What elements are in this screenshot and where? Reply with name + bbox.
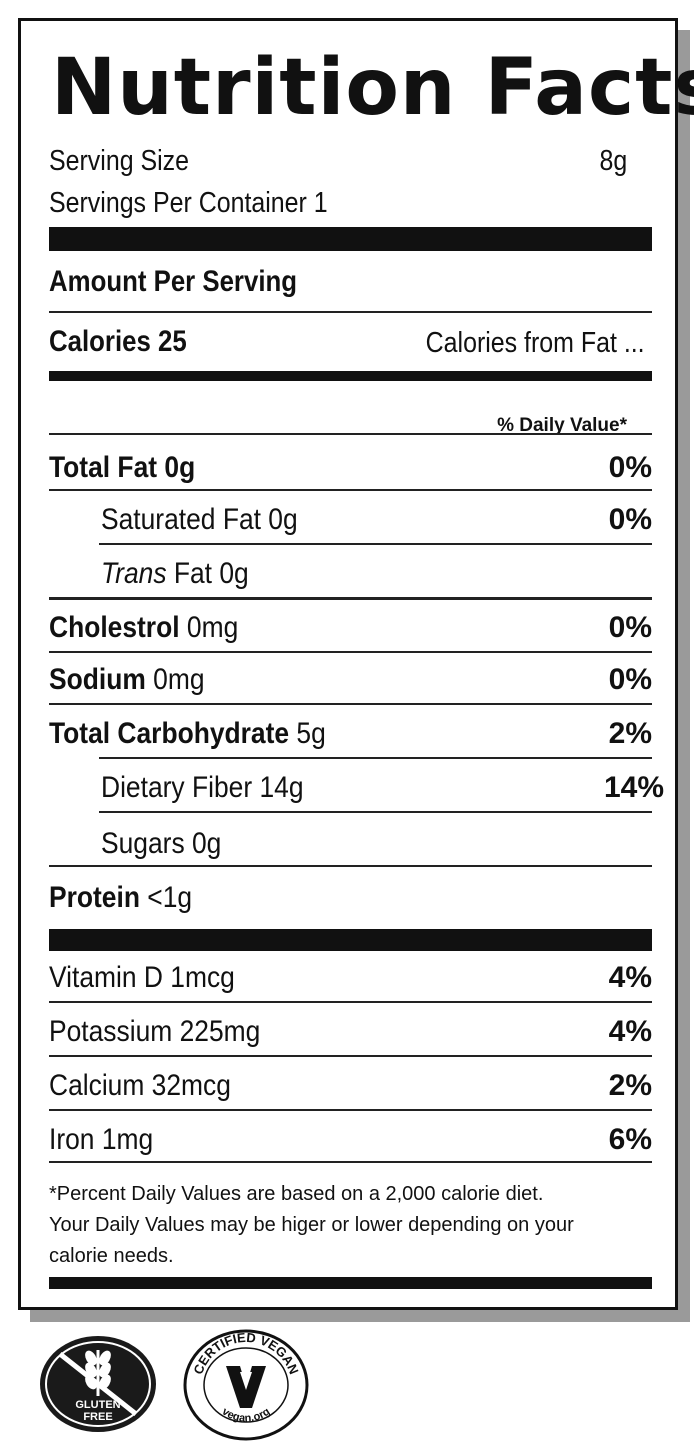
- nutrient-row-total-carbohydrate: Total Carbohydrate 5g 2%: [49, 715, 652, 755]
- divider: [49, 1109, 652, 1111]
- amount-per-serving: Amount Per Serving: [49, 265, 298, 298]
- gluten-free-line2: FREE: [83, 1411, 112, 1423]
- nutrient-dv: 0%: [608, 503, 652, 536]
- divider: [49, 651, 652, 653]
- divider: [99, 811, 652, 813]
- nutrition-label: Nutrition Facts Serving Size 8g Servings…: [18, 18, 694, 1310]
- vitamin-row: Calcium 32mcg 2%: [49, 1067, 652, 1107]
- nutrient-row-saturated-fat: Saturated Fat 0g 0%: [49, 501, 652, 541]
- nutrient-row-cholestrol: Cholestrol 0mg 0%: [49, 609, 652, 649]
- nutrient-row-trans-fat: Trans Fat 0g: [49, 555, 652, 595]
- gluten-free-line1: GLUTEN: [75, 1399, 120, 1411]
- nutrient-dv: 0%: [608, 663, 652, 696]
- nutrient-name: Protein: [49, 881, 140, 914]
- divider: [99, 757, 652, 759]
- calories-value: 25: [157, 325, 187, 358]
- gluten-free-badge-graphic: GLUTEN FREE: [40, 1336, 156, 1432]
- thick-divider: [49, 227, 652, 251]
- vitamin-dv: 6%: [608, 1123, 652, 1156]
- divider: [49, 311, 652, 313]
- nutrient-dv: 0%: [608, 451, 652, 484]
- nutrient-name: Trans: [101, 557, 167, 590]
- divider: [49, 1161, 652, 1163]
- vitamin-text: Potassium 225mg: [49, 1015, 261, 1048]
- daily-value-header: % Daily Value*: [497, 415, 627, 436]
- vitamin-row: Vitamin D 1mcg 4%: [49, 959, 652, 999]
- nutrient-name: Dietary Fiber: [101, 771, 253, 804]
- calories-row: Calories 25: [49, 327, 567, 357]
- nutrient-amount: 0mg: [153, 663, 205, 696]
- footnote-line: Your Daily Values may be higer or lower …: [49, 1214, 574, 1236]
- vitamin-text: Iron 1mg: [49, 1123, 154, 1156]
- vitamin-text: Vitamin D 1mcg: [49, 961, 235, 994]
- label-title: Nutrition Facts: [51, 43, 694, 133]
- serving-size-value: 8g: [599, 145, 627, 177]
- vegan-badge-bottom-text: vegan.org: [220, 1406, 272, 1425]
- svg-text:vegan.org: vegan.org: [220, 1406, 272, 1425]
- nutrient-row-sugars: Sugars 0g: [49, 825, 652, 865]
- divider: [49, 1055, 652, 1057]
- divider: [49, 703, 652, 705]
- nutrient-amount: 5g: [296, 717, 326, 750]
- certified-vegan-icon: CERTIFIED VEGAN vegan.org: [182, 1328, 310, 1442]
- serving-size-label: Serving Size: [49, 145, 190, 177]
- nutrient-amount: <1g: [147, 881, 193, 914]
- vitamin-text: Calcium 32mcg: [49, 1069, 231, 1102]
- nutrient-row-protein: Protein <1g: [49, 879, 652, 919]
- thick-divider: [49, 929, 652, 951]
- nutrient-dv: 14%: [603, 771, 664, 804]
- footnote-line: calorie needs.: [49, 1245, 174, 1267]
- nutrient-row-total-fat: Total Fat 0g 0%: [49, 449, 652, 489]
- footnote: *Percent Daily Values are based on a 2,0…: [49, 1179, 649, 1272]
- nutrient-amount: 0g: [268, 503, 298, 536]
- nutrient-dv: 2%: [608, 717, 652, 750]
- vitamin-row: Iron 1mg 6%: [49, 1121, 652, 1161]
- certified-vegan-badge-graphic: CERTIFIED VEGAN vegan.org: [183, 1329, 309, 1441]
- nutrient-amount: 0g: [164, 451, 196, 484]
- divider: [49, 1001, 652, 1003]
- nutrient-name: Cholestrol: [49, 611, 180, 644]
- nutrient-amount: 14g: [259, 771, 304, 804]
- divider: [49, 489, 652, 491]
- nutrient-row-sodium: Sodium 0mg 0%: [49, 661, 652, 701]
- vitamin-dv: 2%: [608, 1069, 652, 1102]
- nutrient-name: Sugars: [101, 827, 185, 860]
- divider: [49, 865, 652, 867]
- divider: [49, 433, 652, 435]
- nutrient-amount: 0g: [191, 827, 222, 860]
- divider: [49, 597, 652, 600]
- nutrient-amount: 0mg: [186, 611, 239, 644]
- medium-divider: [49, 371, 652, 381]
- servings-per-container: Servings Per Container 1: [49, 187, 328, 219]
- footnote-line: *Percent Daily Values are based on a 2,0…: [49, 1183, 544, 1205]
- calories-label: Calories: [49, 325, 151, 358]
- vitamin-dv: 4%: [608, 961, 652, 994]
- vitamin-row: Potassium 225mg 4%: [49, 1013, 652, 1053]
- gluten-free-icon: GLUTEN FREE: [38, 1334, 158, 1434]
- nutrient-dv: 0%: [608, 611, 652, 644]
- vitamin-dv: 4%: [608, 1015, 652, 1048]
- nutrient-amount: Fat 0g: [173, 557, 249, 590]
- nutrient-name: Total Fat: [49, 451, 158, 484]
- nutrient-row-dietary-fiber: Dietary Fiber 14g 14%: [49, 769, 664, 809]
- bottom-divider: [49, 1277, 652, 1289]
- nutrient-name: Saturated Fat: [101, 503, 261, 536]
- divider: [99, 543, 652, 545]
- nutrient-name: Total Carbohydrate: [49, 717, 290, 750]
- nutrient-name: Sodium: [49, 663, 146, 696]
- calories-from-fat: Calories from Fat ...: [426, 327, 645, 359]
